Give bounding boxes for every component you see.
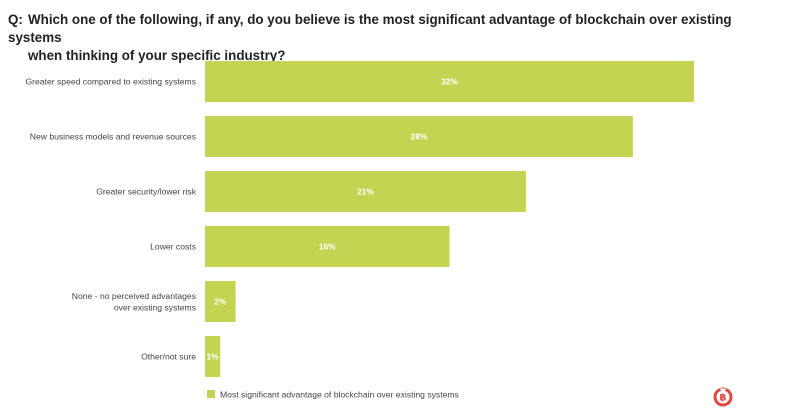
- question-prefix: Q:: [8, 12, 23, 27]
- category-label: Greater speed compared to existing syste…: [25, 77, 196, 87]
- bitcoin-glyph: ฿: [720, 393, 727, 404]
- bar: [205, 281, 236, 322]
- category-label-line: New business models and revenue sources: [30, 132, 196, 142]
- bar: [205, 171, 526, 212]
- legend-swatch: [207, 390, 215, 398]
- category-label-line: Other/not sure: [141, 352, 196, 362]
- bar-value-label: 32%: [441, 77, 458, 87]
- category-label: Greater security/lower risk: [96, 187, 197, 197]
- bar-value-label: 1%: [207, 352, 220, 362]
- title-line-2: when thinking of your specific industry?: [28, 48, 286, 63]
- category-label: New business models and revenue sources: [30, 132, 196, 142]
- bitcoin-mark-icon: [719, 388, 727, 393]
- bar-value-label: 2%: [214, 297, 227, 307]
- legend: Most significant advantage of blockchain…: [207, 390, 459, 400]
- category-label: Lower costs: [150, 242, 196, 252]
- chart-title: Q: Which one of the following, if any, do…: [8, 11, 788, 65]
- category-label-line: Greater security/lower risk: [96, 187, 197, 197]
- bar: [205, 226, 450, 267]
- logo-inner-circle: [716, 390, 730, 404]
- category-label-line: Greater speed compared to existing syste…: [25, 77, 196, 87]
- title-line-1: Which one of the following, if any, do y…: [8, 12, 732, 45]
- category-label: None - no perceived advantages over exist…: [72, 291, 196, 313]
- bar: [205, 336, 221, 377]
- category-label: Other/not sure: [141, 352, 196, 362]
- category-label-line: Lower costs: [150, 242, 196, 252]
- category-label-line: None - no perceived advantages: [72, 291, 196, 301]
- category-label-line: over existing systems: [114, 302, 196, 312]
- legend-label: Most significant advantage of blockchain…: [220, 390, 459, 400]
- bar-value-label: 28%: [411, 132, 428, 142]
- bar: [205, 61, 694, 102]
- bar-value-label: 16%: [319, 242, 336, 252]
- bar-value-label: 21%: [357, 187, 374, 197]
- bar: [205, 116, 633, 157]
- bitcoin-logo: ฿: [713, 387, 733, 407]
- bars-group: 32% Greater speed compared to existing sy…: [25, 61, 694, 377]
